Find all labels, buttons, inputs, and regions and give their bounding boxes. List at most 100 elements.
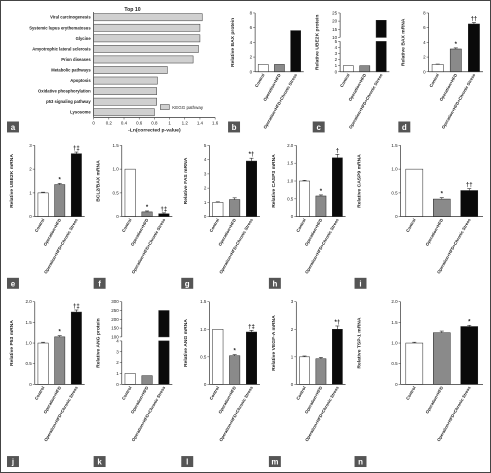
bar-2: [332, 329, 343, 385]
category-label: Operation+HFD+Chronic Stress: [304, 385, 340, 442]
kegg-category-label: Metabolic pathways: [51, 68, 91, 73]
x-tick-label: 1.4: [197, 120, 204, 125]
significance-mark: *: [441, 192, 444, 198]
bar-2: [70, 311, 82, 385]
kegg-category-label: p53 signaling pathway: [46, 99, 91, 104]
bar-2-upper: [158, 310, 170, 338]
category-label: Operation+HFD+Chronic Stress: [218, 385, 254, 442]
category-label: Operation+HFD+Chronic Stress: [436, 217, 472, 274]
y-tick-label: 1: [204, 200, 207, 205]
category-label: Operation+HFD: [217, 218, 237, 247]
bar-1: [54, 184, 66, 217]
y-tick-label: 2.0: [26, 299, 33, 304]
significance-mark: †‡: [73, 304, 80, 310]
bar-1: [359, 65, 371, 73]
bar-0: [124, 373, 136, 385]
x-tick-label: 1.2: [182, 120, 189, 125]
significance-mark: †: [336, 148, 339, 154]
y-tick-label: 3: [291, 299, 294, 304]
y-tick-label: 10: [332, 35, 337, 40]
category-label: Control: [339, 73, 351, 88]
bar-1: [315, 358, 327, 385]
y-tick-label: 2: [204, 186, 207, 191]
y-axis-label: Relative ANG protein: [96, 318, 102, 368]
category-label: Operation+HFD+Chronic Stress: [43, 385, 79, 442]
y-tick-label: 3: [116, 349, 119, 354]
bar-2: [332, 157, 343, 217]
kegg-bar-0: [93, 13, 203, 22]
bar-0: [299, 356, 310, 385]
category-label: Control: [121, 385, 133, 400]
y-tick-label: 250: [111, 308, 119, 313]
y-tick-label: 0.5: [391, 361, 398, 366]
y-tick-label: 0: [29, 382, 32, 387]
bar-0: [212, 329, 224, 385]
bar-2: [70, 153, 82, 217]
x-tick-label: 0.2: [106, 120, 113, 125]
panel-label-box-f: [93, 277, 106, 289]
bar-2: [468, 23, 480, 73]
significance-mark: *: [146, 205, 149, 211]
bar-1: [229, 199, 241, 217]
kegg-category-label: Apoptosis: [70, 78, 91, 83]
y-tick-label: 25: [332, 10, 337, 15]
y-axis-label: Relative TSP-1 mRNA: [357, 317, 363, 368]
panel-label-d: d: [402, 123, 407, 132]
y-tick-label: 0: [204, 214, 207, 219]
panel-label-b: b: [232, 123, 237, 132]
bar-0: [299, 180, 310, 217]
bar-1: [433, 198, 451, 217]
y-tick-label: 2.0: [391, 299, 398, 304]
panel-label-c: c: [316, 123, 321, 132]
category-label: Operation+HFD+Chronic Stress: [218, 217, 254, 274]
bar-0: [37, 342, 49, 385]
y-tick-label: 8: [423, 10, 426, 15]
bar-2: [460, 190, 479, 217]
y-tick-label: 1.0: [391, 167, 398, 172]
y-tick-label: 2: [291, 327, 294, 332]
bar-2-upper: [375, 20, 387, 38]
x-tick-label: 0.4: [121, 120, 128, 125]
category-label: Operation+HFD: [217, 385, 237, 414]
y-tick-label: 4: [204, 157, 207, 162]
y-tick-label: 5: [335, 39, 338, 44]
y-axis-label: Relative P53 mRNA: [9, 320, 15, 366]
bar-1: [229, 355, 241, 385]
category-label: Control: [428, 73, 440, 88]
category-label: Control: [405, 385, 417, 400]
bar-1: [274, 64, 285, 73]
panel-label-box-a: [7, 121, 19, 133]
category-label: Operation+HFD+Chronic Stress: [131, 217, 167, 274]
category-label: Operation+HFD+Chronic Stress: [43, 217, 79, 274]
significance-mark: ††: [466, 183, 473, 189]
y-tick-label: 5: [204, 143, 207, 148]
y-tick-label: 1.0: [287, 179, 294, 184]
x-axis-label: -Ln(corrected p-value): [128, 127, 181, 133]
y-tick-label: 0: [423, 69, 426, 74]
bar-1: [141, 211, 153, 217]
y-tick-label: 0: [291, 382, 294, 387]
y-tick-label: 1.5: [287, 161, 294, 166]
category-label: Control: [34, 385, 46, 400]
y-tick-label: 100: [111, 334, 119, 339]
y-tick-label: 6: [423, 25, 426, 30]
kegg-category-label: Prion diseases: [61, 57, 91, 62]
bar-1: [433, 332, 451, 385]
x-tick-label: 1: [168, 120, 171, 125]
y-tick-label: 200: [111, 317, 119, 322]
bar-1: [141, 375, 153, 385]
y-tick-label: 1: [116, 371, 119, 376]
y-tick-label: 0.5: [391, 190, 398, 195]
y-tick-label: 0: [29, 214, 32, 219]
y-tick-label: 15: [332, 27, 337, 32]
kegg-category-label: Lysosome: [70, 110, 91, 115]
y-axis-label: Relative BAX mRNA: [400, 18, 406, 66]
category-label: Operation+HFD+Chronic Stress: [304, 217, 340, 274]
bar-0: [37, 192, 49, 217]
significance-mark: *: [320, 189, 323, 195]
y-tick-label: 0.5: [113, 190, 120, 195]
panel-label-a: a: [11, 123, 16, 132]
kegg-bar-4: [93, 55, 194, 64]
y-tick-label: 4: [116, 338, 119, 343]
panel-label-box-b: [228, 121, 241, 133]
